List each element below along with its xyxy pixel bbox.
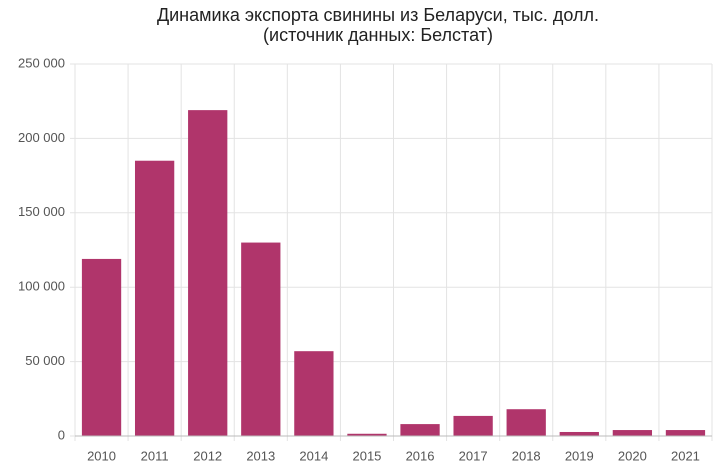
y-tick-label: 150 000 — [18, 204, 65, 219]
x-tick-label: 2020 — [618, 448, 647, 463]
x-tick-label: 2019 — [565, 448, 594, 463]
bar — [453, 415, 493, 436]
y-tick-label: 200 000 — [18, 130, 65, 145]
x-tick-label: 2015 — [352, 448, 381, 463]
x-tick-label: 2012 — [193, 448, 222, 463]
bar — [134, 160, 175, 436]
bar — [612, 430, 653, 436]
bar — [400, 424, 440, 436]
x-tick-label: 2014 — [299, 448, 328, 463]
y-tick-label: 250 000 — [18, 55, 65, 70]
x-tick-label: 2016 — [406, 448, 435, 463]
x-tick-label: 2013 — [246, 448, 275, 463]
bar — [241, 242, 281, 436]
bar — [665, 430, 706, 436]
chart-subtitle: (источник данных: Белстат) — [263, 25, 493, 45]
x-tick-label: 2018 — [512, 448, 541, 463]
bar — [81, 258, 122, 436]
chart-title: Динамика экспорта свинины из Беларуси, т… — [157, 5, 599, 25]
bar — [347, 433, 387, 436]
x-tick-label: 2021 — [671, 448, 700, 463]
x-tick-label: 2010 — [87, 448, 116, 463]
bar — [188, 110, 228, 437]
bar — [559, 431, 599, 436]
y-tick-label: 0 — [58, 427, 65, 442]
x-tick-label: 2017 — [459, 448, 488, 463]
bar — [506, 409, 546, 436]
y-tick-label: 50 000 — [25, 353, 65, 368]
y-tick-label: 100 000 — [18, 279, 65, 294]
bar — [294, 351, 334, 436]
x-tick-label: 2011 — [141, 448, 169, 463]
